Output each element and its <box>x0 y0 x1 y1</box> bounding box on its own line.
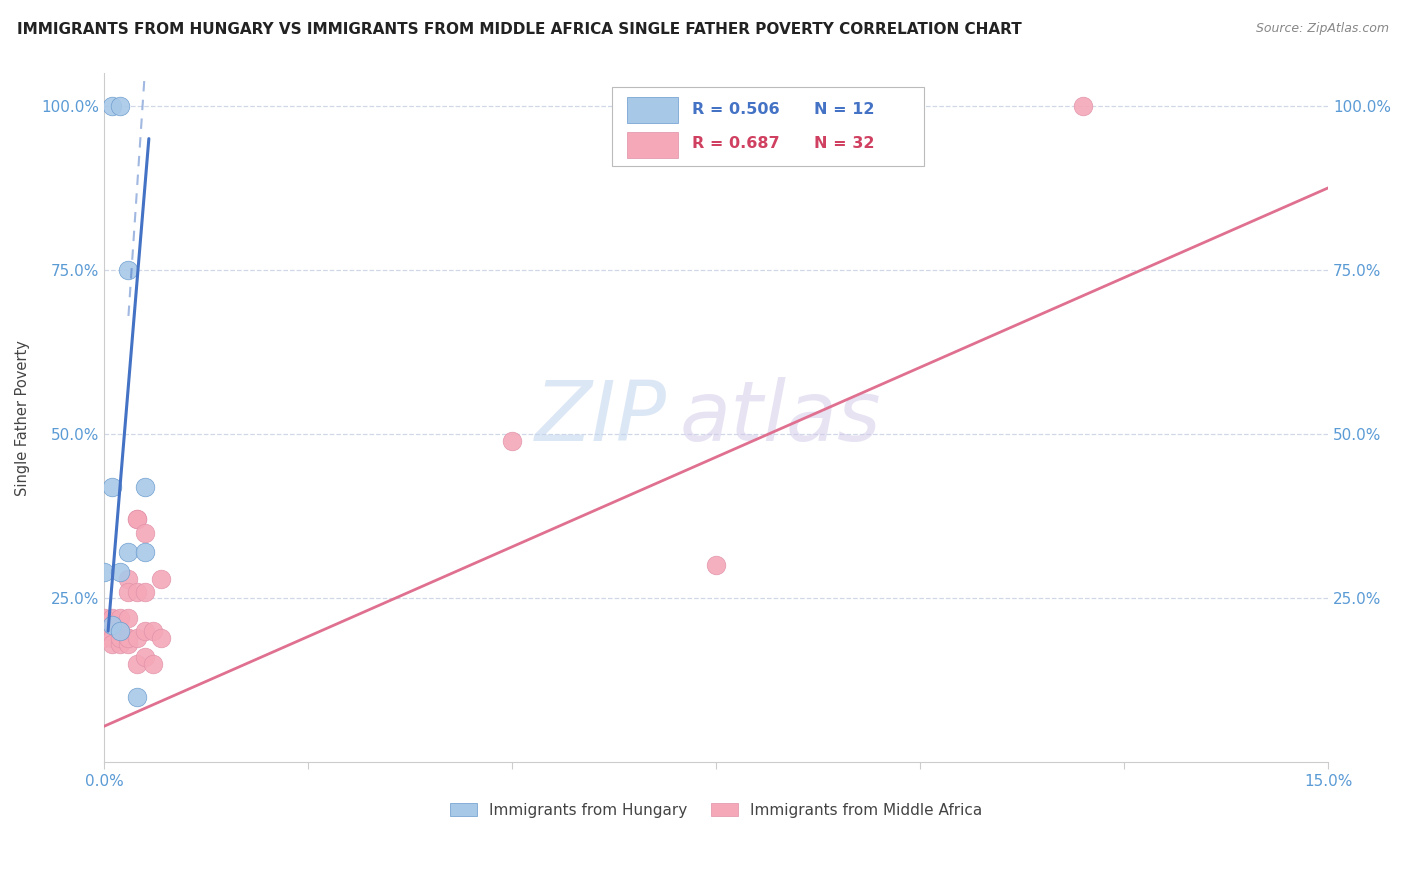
Text: R = 0.506: R = 0.506 <box>692 102 779 117</box>
Bar <box>627 97 678 123</box>
Point <box>134 584 156 599</box>
Point <box>1071 99 1094 113</box>
Point <box>101 637 124 651</box>
Point <box>110 637 132 651</box>
Point <box>142 657 165 671</box>
Legend: Immigrants from Hungary, Immigrants from Middle Africa: Immigrants from Hungary, Immigrants from… <box>443 797 988 823</box>
Point <box>110 611 132 625</box>
Point <box>142 624 165 639</box>
Point <box>117 572 139 586</box>
Point <box>134 525 156 540</box>
Point <box>110 631 132 645</box>
Text: ZIP: ZIP <box>536 377 666 458</box>
Y-axis label: Single Father Poverty: Single Father Poverty <box>15 340 30 496</box>
Point <box>134 480 156 494</box>
Point <box>110 624 132 639</box>
Point <box>101 611 124 625</box>
Point <box>150 572 173 586</box>
Point <box>101 99 124 113</box>
Text: N = 32: N = 32 <box>814 136 875 152</box>
Point <box>110 99 132 113</box>
Point <box>117 631 139 645</box>
Point <box>117 263 139 277</box>
Point <box>93 631 115 645</box>
FancyBboxPatch shape <box>612 87 924 166</box>
Point <box>150 631 173 645</box>
Point <box>117 611 139 625</box>
Point <box>110 565 132 579</box>
Point <box>101 480 124 494</box>
Point <box>134 650 156 665</box>
Point <box>501 434 523 448</box>
Point <box>125 512 148 526</box>
Text: atlas: atlas <box>679 377 882 458</box>
Point <box>125 631 148 645</box>
Point <box>134 545 156 559</box>
Point <box>101 617 124 632</box>
Point <box>117 545 139 559</box>
Point <box>125 584 148 599</box>
Bar <box>627 132 678 158</box>
Point <box>117 631 139 645</box>
Text: N = 12: N = 12 <box>814 102 875 117</box>
Point <box>117 637 139 651</box>
Point <box>704 558 727 573</box>
Text: Source: ZipAtlas.com: Source: ZipAtlas.com <box>1256 22 1389 36</box>
Point <box>93 611 115 625</box>
Point <box>125 512 148 526</box>
Point <box>134 624 156 639</box>
Point <box>125 657 148 671</box>
Point <box>125 690 148 704</box>
Point <box>110 624 132 639</box>
Point <box>93 565 115 579</box>
Point <box>101 624 124 639</box>
Text: R = 0.687: R = 0.687 <box>692 136 779 152</box>
Text: IMMIGRANTS FROM HUNGARY VS IMMIGRANTS FROM MIDDLE AFRICA SINGLE FATHER POVERTY C: IMMIGRANTS FROM HUNGARY VS IMMIGRANTS FR… <box>17 22 1022 37</box>
Point <box>101 631 124 645</box>
Point <box>117 584 139 599</box>
